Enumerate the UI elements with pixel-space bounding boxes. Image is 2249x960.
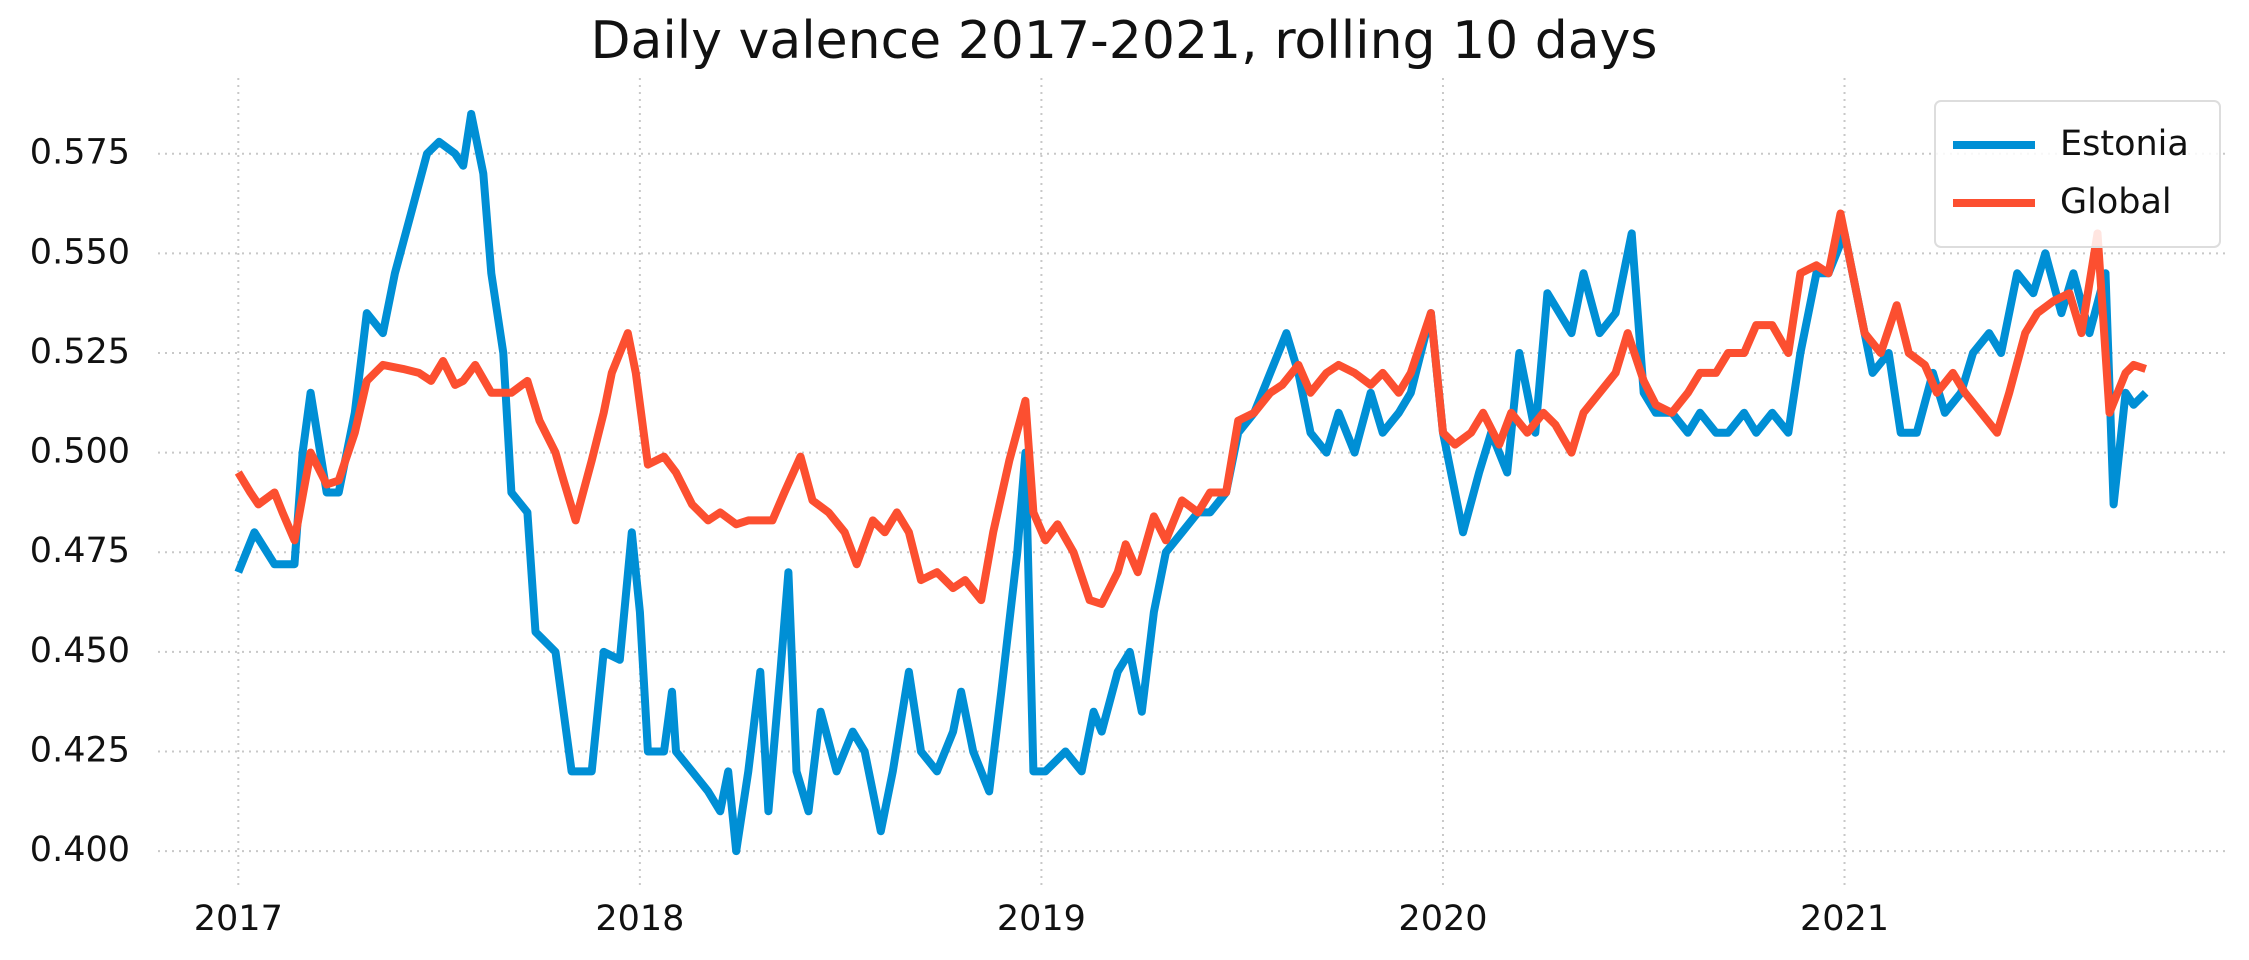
y-tick-label: 0.475 [30,531,130,571]
y-tick-label: 0.450 [30,631,130,671]
x-tick-label: 2019 [997,899,1086,939]
legend-label: Estonia [2060,124,2189,164]
y-tick-label: 0.500 [30,432,130,472]
chart-title: Daily valence 2017-2021, rolling 10 days [590,11,1657,71]
y-tick-label: 0.425 [30,731,130,771]
x-tick-label: 2018 [595,899,684,939]
y-tick-label: 0.550 [30,232,130,272]
legend-label: Global [2060,182,2172,222]
x-tick-label: 2020 [1398,899,1487,939]
y-tick-label: 0.525 [30,332,130,372]
x-tick-label: 2017 [194,899,283,939]
series-line [234,209,2147,608]
x-tick-label: 2021 [1800,899,1889,939]
series-line [234,109,2149,856]
y-tick-label: 0.575 [30,133,130,173]
y-tick-label: 0.400 [30,830,130,870]
legend-box [1934,100,2221,248]
